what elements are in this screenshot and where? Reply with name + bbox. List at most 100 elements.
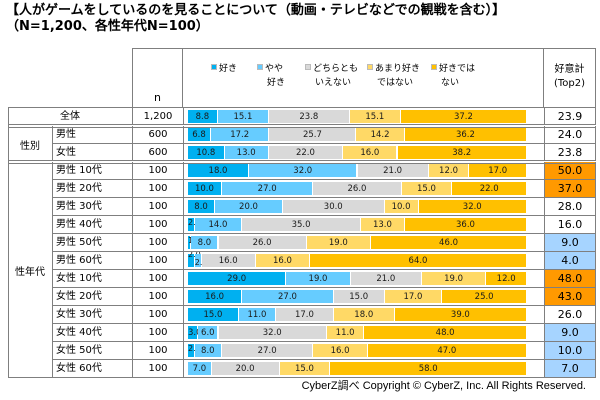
bar-value-label: 11.0 [247,310,267,320]
bar-value-label: 15.0 [294,364,314,374]
table-row: 男性 50代1001.08.026.019.046.09.0 [8,234,596,251]
bar-segment: 2.0 [188,218,201,231]
bar-cell: 15.0 11.0 17.0 18.0 39.0 [183,306,544,323]
bar-segment: 17.0 [276,308,334,321]
row-n: 100 [132,180,183,197]
row-n: 600 [132,126,183,143]
bar-value-label: 27.0 [278,292,297,302]
bar-segment: 30.0 [282,200,385,213]
bar-segment: 27.0 [221,182,314,195]
header-n: n [132,48,183,107]
bar-value-label: 25.0 [474,292,494,302]
bar-value-label: 17.0 [403,292,423,302]
bar-value-label: 18.0 [354,310,374,320]
bar-segment: 13.0 [224,146,269,159]
bar-segment: 64.0 [310,254,527,267]
bar-value-label: 58.0 [418,364,438,374]
bar-segment: 15.0 [333,290,385,303]
bar-segment: 15.0 [401,182,453,195]
table-row: 女性 20代 100 16.0 27.0 15.0 17.0 25.0 43.0 [8,288,596,305]
table-gridline [52,305,596,306]
bar-segment: 14.2 [356,128,405,141]
bar-segment: 19.0 [421,272,487,285]
bar-value-label: 10.0 [194,184,214,194]
legend-label: どちらとも [313,64,359,74]
stacked-bar: 8.8 15.1 23.8 15.1 37.2 [188,110,527,123]
bar-segment: 10.0 [188,182,222,195]
row-n: 100 [132,162,183,179]
stacked-bar: 2.0 14.0 35.0 13.0 36.0 [188,218,527,231]
bar-value-label: 25.7 [302,130,322,140]
bar-segment: 15.0 [279,362,331,375]
bar-value-label: 16.0 [218,256,238,266]
table-row: 女性 40代 100 3.0 6.0 32.0 11.0 48.0 9.0 [8,324,596,341]
bar-segment: 19.0 [306,236,372,249]
row-top2: 4.0 [544,252,596,269]
table-row: 女性 600 10.8 13.0 22.0 16.0 38.2 23.8 [8,144,596,161]
bar-segment: 36.2 [404,128,528,141]
bar-value-label: 15.0 [349,292,369,302]
bar-value-label: 14.2 [370,130,390,140]
table-row: 男性 30代 100 8.0 20.0 30.0 10.0 32.0 28.0 [8,198,596,215]
row-label: 男性 50代 [52,234,132,251]
bar-segment: 26.0 [313,182,402,195]
bar-segment: 38.2 [397,146,527,159]
bar-segment: 22.0 [268,146,344,159]
legend-item: 好き [211,62,237,76]
bar-value-label: 13.0 [372,220,392,230]
bar-cell: 7.0 20.0 15.0 58.0 [183,360,544,377]
bar-segment: 36.0 [404,218,527,231]
bar-value-label: 17.0 [294,310,314,320]
bar-value-label: 12.0 [439,166,458,176]
bar-segment: 29.0 [188,272,287,285]
row-top2: 24.0 [544,126,596,143]
bar-value-label: 2.0 [188,216,201,230]
bar-cell: 29.0 19.0 21.0 19.0 12.0 [183,270,544,287]
row-label: 女性 30代 [52,306,132,323]
bar-segment: 17.2 [211,128,270,141]
table-row: 全体 1,200 8.8 15.1 23.8 15.1 37.2 23.9 [8,108,596,125]
row-n: 100 [132,234,183,251]
legend-item: 好きでは ない [431,62,475,90]
bar-segment: 2.0 [188,344,201,357]
row-top2: 26.0 [544,306,596,323]
stacked-bar: 1.08.026.019.046.0 [188,236,527,249]
bar-value-label: 16.0 [205,292,225,302]
row-label: 女性 10代 [52,270,132,287]
row-label: 男性 20代 [52,180,132,197]
bar-segment: 16.0 [343,146,398,159]
legend-label-line2: 好き [267,78,286,88]
legend-label: やや [265,64,284,74]
bar-value-label: 32.0 [293,166,313,176]
legend-item: やや 好き [257,62,285,90]
table-gridline [52,143,596,144]
bar-segment: 32.0 [218,326,327,339]
bar-value-label: 8.0 [197,238,212,248]
legend-item: あまり好き ではない [367,62,420,90]
table-gridline [52,269,596,270]
bar-value-label: 19.0 [328,238,348,248]
bar-value-label: 36.2 [455,130,475,140]
bar-segment: 8.0 [194,344,222,357]
bar-value-label: 21.0 [376,274,396,284]
table-row: 女性 10代 100 29.0 19.0 21.0 19.0 12.0 48.0 [8,270,596,287]
group-label-gender-age: 性年代 [15,267,45,278]
bar-segment: 46.0 [371,236,527,249]
table-gridline [52,251,596,252]
bar-segment: 12.0 [428,164,470,177]
bar-segment: 32.0 [418,200,527,213]
bar-cell: 18.0 32.0 21.0 12.0 17.0 [183,162,544,179]
bar-value-label: 15.1 [365,112,385,122]
row-n: 600 [132,144,183,161]
legend-item: どちらとも いえない [305,62,358,90]
bar-cell: 2.02.0 16.0 16.0 64.0 [183,250,544,269]
bar-segment: 10.0 [384,200,419,213]
row-label: 男性 10代 [52,162,132,179]
legend-swatch [431,64,437,70]
stacked-bar: 7.0 20.0 15.0 58.0 [188,362,527,375]
bar-segment: 8.8 [188,110,218,123]
row-label: 女性 60代 [52,360,132,377]
bar-value-label: 37.2 [453,112,473,122]
bar-segment: 8.0 [188,200,216,213]
header-top2-line2: (Top2) [553,78,586,89]
